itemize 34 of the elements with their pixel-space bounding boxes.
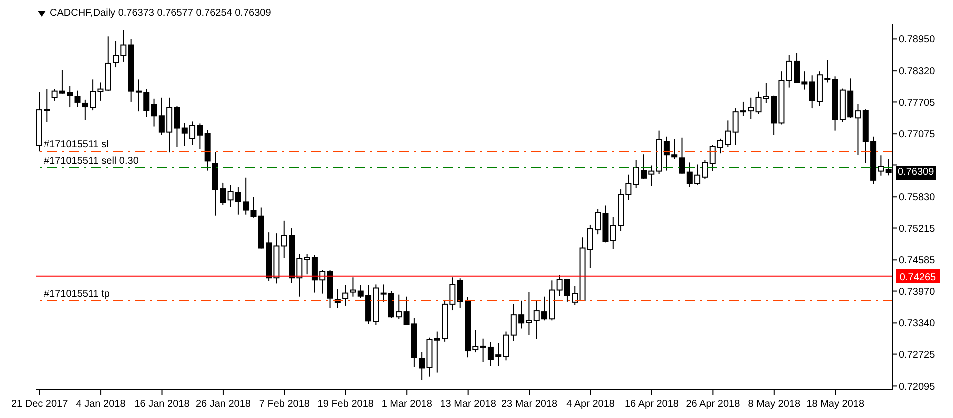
y-tick-label: 0.73340 bbox=[899, 318, 936, 330]
candlestick bbox=[350, 277, 356, 298]
y-tick-label: 0.75830 bbox=[899, 192, 936, 204]
y-tick-label: 0.73970 bbox=[899, 286, 936, 298]
x-tick-label: 8 May 2018 bbox=[748, 399, 801, 410]
x-tick-label: 23 Mar 2018 bbox=[501, 399, 558, 410]
ref-line-label: #171015511 tp bbox=[44, 288, 110, 300]
x-tick-label: 4 Apr 2018 bbox=[566, 399, 616, 410]
x-tick-label: 19 Feb 2018 bbox=[318, 399, 374, 410]
x-tick-label: 21 Dec 2017 bbox=[11, 399, 69, 410]
y-tick-label: 0.77705 bbox=[899, 98, 936, 109]
x-tick-label: 16 Jan 2018 bbox=[134, 399, 190, 410]
ref-line-label: #171015511 sl bbox=[44, 140, 109, 151]
ref-line-label: #171015511 sell 0.30 bbox=[44, 156, 140, 167]
candlestick bbox=[342, 284, 349, 306]
x-tick-label: 13 Mar 2018 bbox=[440, 399, 497, 410]
x-tick-label: 7 Feb 2018 bbox=[259, 399, 310, 410]
y-tick-label: 0.72725 bbox=[899, 350, 936, 361]
x-tick-label: 26 Jan 2018 bbox=[196, 399, 252, 410]
x-tick-label: 1 Mar 2018 bbox=[382, 399, 433, 410]
y-tick-label: 0.74585 bbox=[899, 256, 936, 267]
x-tick-label: 4 Jan 2018 bbox=[76, 399, 126, 410]
y-tick-label: 0.78320 bbox=[899, 66, 936, 78]
y-tick-label: 0.75215 bbox=[899, 224, 936, 235]
x-tick-label: 26 Apr 2018 bbox=[686, 399, 741, 410]
x-tick-label: 16 Apr 2018 bbox=[625, 399, 680, 410]
candlestick bbox=[74, 90, 81, 108]
x-tick-label: 18 May 2018 bbox=[806, 399, 865, 410]
y-tick-label: 0.78950 bbox=[899, 34, 936, 46]
chart-title: CADCHF,Daily 0.76373 0.76577 0.76254 0.76309 bbox=[50, 8, 272, 19]
y-tick-label: 0.72095 bbox=[899, 382, 936, 393]
ref-line-label: 0.74265 bbox=[900, 272, 937, 284]
y-tick-label: 0.77075 bbox=[899, 130, 936, 141]
annotation: 0.76309 bbox=[896, 166, 936, 180]
